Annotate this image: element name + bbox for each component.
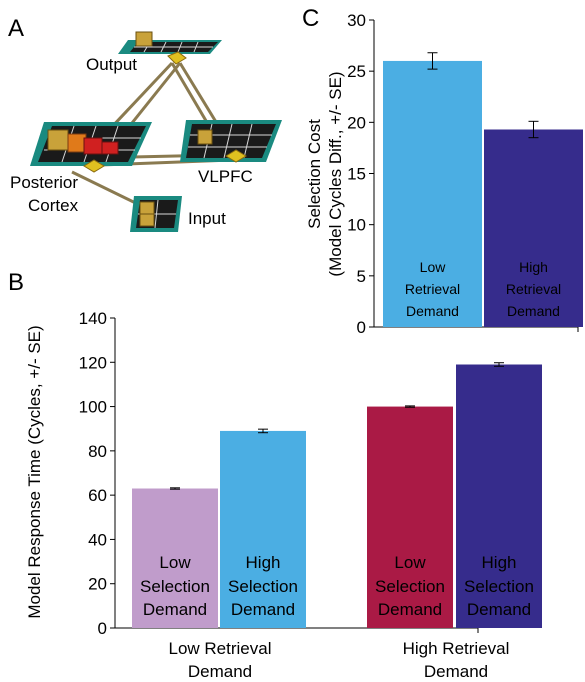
posterior-unit-gold — [47, 129, 69, 151]
panel-c-bars — [383, 52, 583, 327]
b-y-tick-label: 120 — [79, 353, 107, 372]
b-bar-label: Demand — [378, 600, 442, 619]
b-bar-label: Low — [394, 553, 426, 572]
b-group-label: Demand — [424, 662, 488, 681]
posterior-label-line2: Cortex — [28, 196, 79, 215]
c-bar — [484, 129, 583, 327]
vlpfc-unit-cube — [197, 129, 213, 145]
posterior-connector — [83, 159, 105, 173]
c-bar-label: Low — [420, 259, 447, 275]
c-bar-label: Retrieval — [506, 281, 561, 297]
b-y-tick-label: 80 — [88, 442, 107, 461]
posterior-unit-red — [83, 137, 103, 155]
b-y-tick-label: 20 — [88, 575, 107, 594]
b-y-tick-label: 60 — [88, 486, 107, 505]
output-unit-cube — [135, 31, 153, 47]
posterior-unit-red-2 — [101, 141, 119, 155]
posterior-layer — [30, 122, 152, 173]
c-bar — [383, 60, 482, 327]
output-layer — [118, 31, 222, 65]
panel-b-labels: Low Selection Demand High Selection Demand Low… — [140, 553, 534, 681]
input-label: Input — [188, 209, 226, 228]
input-unit-cube — [139, 201, 155, 215]
b-group-label: Low Retrieval — [169, 639, 272, 658]
b-bar-label: High — [482, 553, 517, 572]
c-y-tick-label: 25 — [347, 62, 366, 81]
b-bar — [132, 488, 218, 628]
output-label: Output — [86, 55, 137, 74]
c-bar-label: Demand — [406, 303, 459, 319]
c-bar-label: High — [519, 259, 548, 275]
b-bar-label: Demand — [467, 600, 531, 619]
b-bar-label: Demand — [143, 600, 207, 619]
b-bar-label: High — [246, 553, 281, 572]
c-y-tick-label: 0 — [357, 318, 366, 337]
output-connector — [167, 51, 187, 65]
b-bar — [367, 406, 453, 628]
panel-c: C Selection Cost (Model Cycles Diff., +/… — [302, 5, 583, 337]
b-bar-label: Low — [159, 553, 191, 572]
b-bar-label: Selection — [375, 577, 445, 596]
c-bar-label: Demand — [507, 303, 560, 319]
b-y-tick-label: 100 — [79, 398, 107, 417]
b-y-tick-label: 0 — [98, 619, 107, 638]
c-y-tick-label: 30 — [347, 11, 366, 30]
panel-b: B Model Response Time (Cycles, +/- SE) 0… — [8, 269, 542, 681]
b-y-tick-label: 40 — [88, 530, 107, 549]
b-group-label: Demand — [188, 662, 252, 681]
output-layer-grid — [134, 41, 213, 53]
vlpfc-layer — [180, 120, 282, 163]
b-bar-label: Selection — [464, 577, 534, 596]
panel-c-ylabel-line1: Selection Cost — [305, 119, 324, 229]
input-unit-cube-2 — [139, 213, 155, 227]
posterior-label-line1: Posterior — [10, 173, 78, 192]
c-y-tick-label: 5 — [357, 267, 366, 286]
c-y-tick-label: 20 — [347, 113, 366, 132]
panel-a: A Output — [8, 15, 282, 232]
panel-a-letter: A — [8, 15, 24, 42]
b-bar-label: Selection — [140, 577, 210, 596]
vlpfc-connector — [225, 149, 247, 163]
c-bar-label: Retrieval — [405, 281, 460, 297]
input-layer — [130, 196, 182, 232]
b-group-label: High Retrieval — [403, 639, 510, 658]
b-bar — [456, 364, 542, 628]
panel-c-ylabel-line2: (Model Cycles Diff., +/- SE) — [326, 71, 345, 276]
panel-c-labels: Low Retrieval Demand High Retrieval Demand — [405, 259, 561, 319]
b-bar-label: Demand — [231, 600, 295, 619]
posterior-unit-orange — [67, 133, 87, 153]
vlpfc-label: VLPFC — [198, 167, 253, 186]
panel-b-letter: B — [8, 269, 24, 296]
b-bar — [220, 430, 306, 628]
c-y-tick-label: 10 — [347, 216, 366, 235]
panel-b-ylabel: Model Response Time (Cycles, +/- SE) — [25, 325, 44, 618]
panel-b-bars — [132, 362, 542, 628]
b-y-tick-label: 140 — [79, 309, 107, 328]
b-bar-label: Selection — [228, 577, 298, 596]
panel-c-axis: 0 5 10 15 20 25 30 — [347, 11, 579, 337]
panel-c-letter: C — [302, 5, 319, 32]
c-y-tick-label: 15 — [347, 165, 366, 184]
